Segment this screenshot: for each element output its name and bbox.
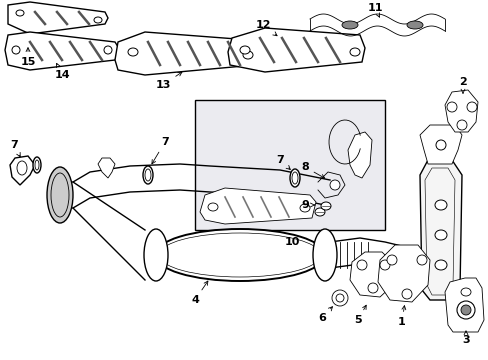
Ellipse shape <box>356 260 366 270</box>
Text: 4: 4 <box>191 281 207 305</box>
Polygon shape <box>377 245 429 302</box>
Ellipse shape <box>456 301 474 319</box>
Polygon shape <box>419 160 461 300</box>
Text: 3: 3 <box>461 331 469 345</box>
Ellipse shape <box>446 102 456 112</box>
Ellipse shape <box>434 200 446 210</box>
Polygon shape <box>8 2 108 34</box>
Ellipse shape <box>335 294 343 302</box>
Polygon shape <box>200 188 315 224</box>
Ellipse shape <box>312 229 336 281</box>
Polygon shape <box>5 32 120 70</box>
Ellipse shape <box>33 157 41 173</box>
Text: 14: 14 <box>54 63 70 80</box>
Ellipse shape <box>94 17 102 23</box>
Ellipse shape <box>142 166 153 184</box>
Polygon shape <box>444 90 477 132</box>
Text: 6: 6 <box>317 307 332 323</box>
Ellipse shape <box>456 120 466 130</box>
Ellipse shape <box>349 48 359 56</box>
Text: 9: 9 <box>301 200 314 210</box>
Ellipse shape <box>466 102 476 112</box>
Ellipse shape <box>145 169 151 181</box>
Ellipse shape <box>291 172 297 184</box>
Polygon shape <box>444 278 483 332</box>
Ellipse shape <box>143 229 168 281</box>
Ellipse shape <box>35 160 39 170</box>
Ellipse shape <box>367 283 377 293</box>
Text: 2: 2 <box>458 77 466 93</box>
Ellipse shape <box>401 289 411 299</box>
FancyBboxPatch shape <box>195 100 384 230</box>
Ellipse shape <box>379 260 389 270</box>
Ellipse shape <box>460 305 470 315</box>
Text: 7: 7 <box>276 155 290 170</box>
Ellipse shape <box>435 140 445 150</box>
Ellipse shape <box>243 51 252 59</box>
Text: 13: 13 <box>155 72 182 90</box>
Ellipse shape <box>299 204 309 212</box>
Polygon shape <box>419 125 461 164</box>
Polygon shape <box>227 28 364 72</box>
Ellipse shape <box>406 21 422 29</box>
Ellipse shape <box>460 288 470 296</box>
Polygon shape <box>10 156 35 185</box>
Ellipse shape <box>289 169 299 187</box>
Ellipse shape <box>16 10 24 16</box>
Ellipse shape <box>207 203 218 211</box>
Text: 5: 5 <box>353 305 366 325</box>
Ellipse shape <box>51 173 69 217</box>
Ellipse shape <box>386 255 396 265</box>
Ellipse shape <box>128 48 138 56</box>
Text: 8: 8 <box>301 162 324 178</box>
Ellipse shape <box>240 46 249 54</box>
Text: 15: 15 <box>20 48 36 67</box>
Ellipse shape <box>331 290 347 306</box>
Polygon shape <box>115 32 258 75</box>
Ellipse shape <box>17 161 27 175</box>
Ellipse shape <box>341 21 357 29</box>
Polygon shape <box>98 158 115 178</box>
Text: 12: 12 <box>255 20 277 36</box>
Text: 7: 7 <box>10 140 20 157</box>
Text: 1: 1 <box>397 306 405 327</box>
Ellipse shape <box>155 229 325 281</box>
Text: 7: 7 <box>152 137 168 164</box>
Ellipse shape <box>47 167 73 223</box>
Polygon shape <box>424 168 454 295</box>
Text: 11: 11 <box>366 3 382 17</box>
Polygon shape <box>349 252 394 297</box>
Ellipse shape <box>314 208 325 216</box>
Ellipse shape <box>12 46 20 54</box>
Polygon shape <box>347 132 371 178</box>
Text: 10: 10 <box>284 237 299 247</box>
Ellipse shape <box>434 230 446 240</box>
Ellipse shape <box>104 46 112 54</box>
Ellipse shape <box>320 202 330 210</box>
Ellipse shape <box>434 260 446 270</box>
Ellipse shape <box>329 180 339 190</box>
Ellipse shape <box>416 255 426 265</box>
